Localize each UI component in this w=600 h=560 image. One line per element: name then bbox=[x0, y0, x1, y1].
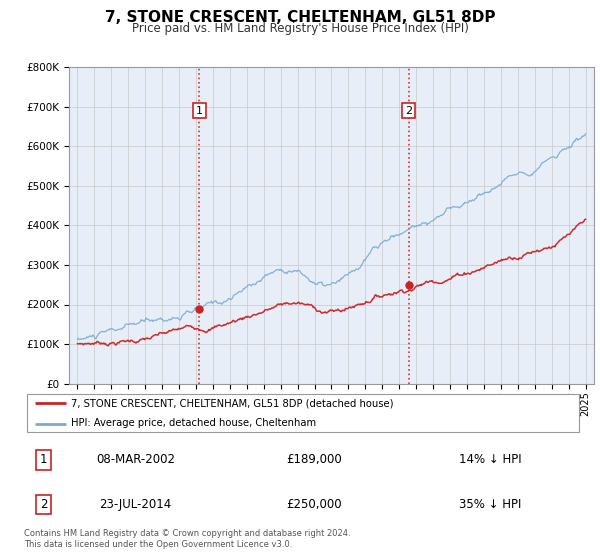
Text: £250,000: £250,000 bbox=[286, 498, 342, 511]
Text: 7, STONE CRESCENT, CHELTENHAM, GL51 8DP (detached house): 7, STONE CRESCENT, CHELTENHAM, GL51 8DP … bbox=[71, 398, 394, 408]
Text: 35% ↓ HPI: 35% ↓ HPI bbox=[459, 498, 521, 511]
Text: HPI: Average price, detached house, Cheltenham: HPI: Average price, detached house, Chel… bbox=[71, 418, 317, 428]
Text: 23-JUL-2014: 23-JUL-2014 bbox=[100, 498, 172, 511]
Text: 08-MAR-2002: 08-MAR-2002 bbox=[96, 453, 175, 466]
Text: Price paid vs. HM Land Registry's House Price Index (HPI): Price paid vs. HM Land Registry's House … bbox=[131, 22, 469, 35]
Text: 1: 1 bbox=[40, 453, 47, 466]
Text: Contains HM Land Registry data © Crown copyright and database right 2024.
This d: Contains HM Land Registry data © Crown c… bbox=[24, 529, 350, 549]
FancyBboxPatch shape bbox=[27, 394, 579, 432]
Text: 1: 1 bbox=[196, 106, 203, 116]
Text: 7, STONE CRESCENT, CHELTENHAM, GL51 8DP: 7, STONE CRESCENT, CHELTENHAM, GL51 8DP bbox=[105, 10, 495, 25]
Text: 2: 2 bbox=[40, 498, 47, 511]
Text: £189,000: £189,000 bbox=[286, 453, 342, 466]
Text: 14% ↓ HPI: 14% ↓ HPI bbox=[459, 453, 522, 466]
Text: 2: 2 bbox=[405, 106, 412, 116]
